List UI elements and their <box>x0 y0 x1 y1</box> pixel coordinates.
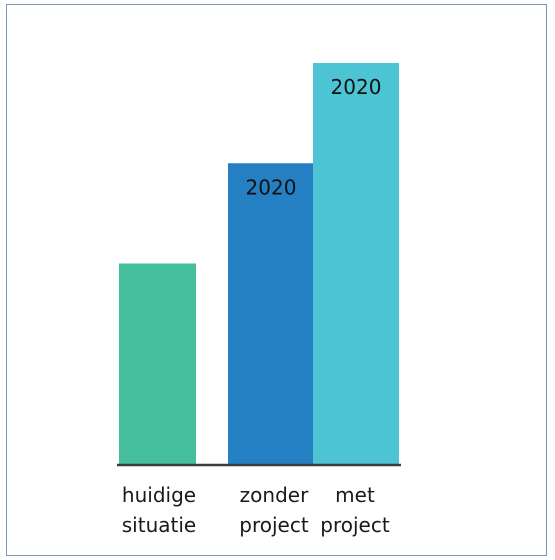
bar-1 <box>228 163 314 464</box>
x-tick-label-0-0: huidige <box>122 483 196 507</box>
x-tick-label-0-1: situatie <box>122 513 196 537</box>
tick-labels-group: huidige situatie zonder project met project <box>122 483 390 537</box>
x-tick-label-2-0: met <box>335 483 375 507</box>
x-tick-label-1-0: zonder <box>240 483 309 507</box>
x-tick-label-2-1: project <box>320 513 390 537</box>
bar-value-label-1: 2020 <box>246 175 297 199</box>
bar-0 <box>119 263 196 464</box>
x-tick-label-1-1: project <box>239 513 309 537</box>
bar-value-label-2: 2020 <box>331 75 382 99</box>
bar-2 <box>313 63 399 464</box>
bars-group <box>119 63 399 464</box>
bar-labels-group: 2020 2020 <box>246 75 382 199</box>
